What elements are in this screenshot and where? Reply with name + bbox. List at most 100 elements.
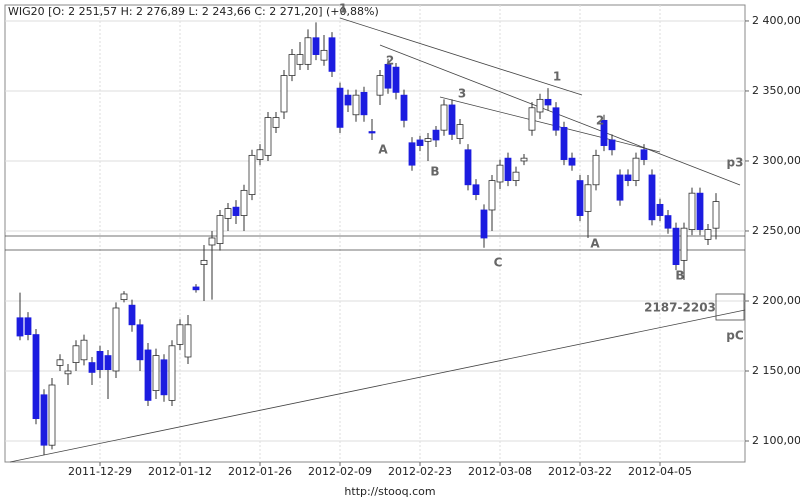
candle-body — [416, 139, 424, 146]
annotation: 2 — [596, 114, 604, 128]
candle-body — [32, 334, 40, 419]
candle-body — [168, 345, 176, 401]
candle-body — [256, 149, 264, 160]
candle-body — [408, 142, 416, 166]
candle-body — [608, 139, 616, 151]
candle-body — [680, 227, 688, 261]
candle-body — [160, 359, 168, 396]
candle-body — [224, 208, 232, 219]
candle-body — [48, 384, 56, 446]
candle-body — [480, 209, 488, 239]
candle-body — [88, 362, 96, 373]
candles — [16, 22, 720, 455]
candle-body — [520, 157, 528, 162]
candle-body — [656, 203, 664, 216]
candle-body — [272, 117, 280, 128]
trend-line — [9, 309, 746, 463]
candle-body — [120, 293, 128, 300]
annotation: 1 — [339, 2, 347, 16]
annotation: pC — [726, 329, 744, 343]
candle-body — [216, 215, 224, 244]
candle-body — [336, 87, 344, 128]
candle-body — [304, 37, 312, 65]
candle-body — [600, 119, 608, 146]
candle-body — [104, 355, 112, 370]
y-tick-label: 2 200,00 — [752, 294, 800, 307]
annotation: 2 — [386, 54, 394, 68]
target-box — [715, 293, 745, 321]
candle-body — [312, 37, 320, 55]
candle-body — [200, 259, 208, 265]
candle-body — [296, 54, 304, 65]
candle-body — [360, 91, 368, 116]
annotation: 1 — [553, 70, 561, 84]
candle-body — [184, 324, 192, 358]
annotation: A — [378, 143, 388, 157]
trend-line — [379, 44, 741, 186]
candle-body — [112, 307, 120, 372]
candle-body — [424, 138, 432, 142]
candle-body — [664, 215, 672, 229]
annotation: 2187-2203 — [644, 301, 716, 315]
candle-body — [472, 184, 480, 195]
source: http://stooq.com — [344, 485, 435, 498]
candle-body — [192, 286, 200, 291]
candle-body — [584, 184, 592, 212]
candle-body — [136, 324, 144, 361]
candle-body — [144, 349, 152, 401]
y-tick-label: 2 150,00 — [752, 364, 800, 377]
annotation: C — [494, 256, 503, 270]
annotation: 3 — [458, 87, 466, 101]
x-tick-label: 2012-03-22 — [548, 465, 612, 478]
candle-body — [40, 394, 48, 446]
candle-body — [400, 94, 408, 121]
y-tick-label: 2 400,00 — [752, 14, 800, 27]
candle-body — [712, 201, 720, 229]
candle-body — [544, 98, 552, 106]
trend-line — [339, 17, 583, 96]
candle-body — [568, 157, 576, 166]
candle-body — [440, 104, 448, 131]
candle-body — [384, 63, 392, 89]
annotation: p3 — [727, 156, 744, 170]
x-tick-label: 2012-03-08 — [468, 465, 532, 478]
candle-body — [552, 107, 560, 131]
candle-body — [352, 94, 360, 116]
candle-body — [248, 154, 256, 195]
candle-body — [624, 174, 632, 181]
y-tick-label: 2 350,00 — [752, 84, 800, 97]
candle-body — [280, 75, 288, 113]
candle-body — [232, 206, 240, 216]
candle-body — [528, 107, 536, 131]
candle-body — [368, 131, 376, 134]
candle-body — [16, 317, 24, 337]
candle-body — [264, 117, 272, 156]
candle-body — [696, 192, 704, 230]
candle-body — [536, 98, 544, 113]
x-tick-label: 2012-01-12 — [148, 465, 212, 478]
candle-body — [432, 129, 440, 141]
grid — [5, 5, 745, 462]
candle-body — [488, 180, 496, 211]
candle-body — [704, 229, 712, 240]
candle-body — [176, 324, 184, 345]
x-tick-label: 2011-12-29 — [68, 465, 132, 478]
candle-body — [504, 157, 512, 181]
y-tick-label: 2 250,00 — [752, 224, 800, 237]
candle-body — [512, 171, 520, 181]
y-tick-label: 2 300,00 — [752, 154, 800, 167]
x-tick-label: 2012-01-26 — [228, 465, 292, 478]
candle-body — [448, 104, 456, 135]
x-tick-label: 2012-02-23 — [388, 465, 452, 478]
candle-body — [24, 317, 32, 335]
chart-title: WIG20 [O: 2 251,57 H: 2 276,89 L: 2 243,… — [8, 5, 379, 18]
candle-body — [376, 75, 384, 96]
candle-body — [56, 359, 64, 366]
x-tick-label: 2012-04-05 — [628, 465, 692, 478]
candle-body — [464, 149, 472, 186]
candle-body — [128, 304, 136, 326]
candle-body — [96, 350, 104, 370]
trend-lines — [5, 17, 746, 463]
candle-body — [648, 174, 656, 221]
